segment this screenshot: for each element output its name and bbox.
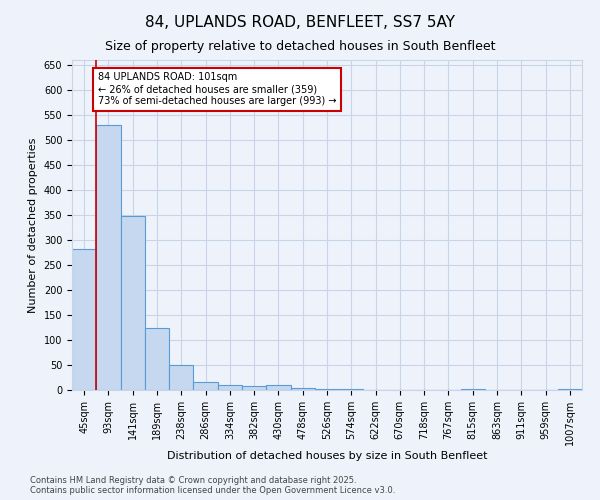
Bar [218, 385, 242, 390]
Bar [461, 389, 485, 390]
Text: Size of property relative to detached houses in South Benfleet: Size of property relative to detached ho… [105, 40, 495, 53]
Bar [290, 388, 315, 390]
Bar [242, 386, 266, 390]
Text: 84 UPLANDS ROAD: 101sqm
← 26% of detached houses are smaller (359)
73% of semi-d: 84 UPLANDS ROAD: 101sqm ← 26% of detache… [97, 72, 336, 106]
Bar [145, 328, 169, 390]
Bar [169, 365, 193, 390]
Bar [339, 389, 364, 390]
Bar [266, 385, 290, 390]
X-axis label: Distribution of detached houses by size in South Benfleet: Distribution of detached houses by size … [167, 450, 487, 460]
Bar [96, 125, 121, 390]
Bar [72, 248, 96, 390]
Bar [558, 388, 582, 390]
Bar [315, 389, 339, 390]
Bar [121, 216, 145, 390]
Y-axis label: Number of detached properties: Number of detached properties [28, 138, 38, 312]
Bar [193, 382, 218, 390]
Text: 84, UPLANDS ROAD, BENFLEET, SS7 5AY: 84, UPLANDS ROAD, BENFLEET, SS7 5AY [145, 15, 455, 30]
Text: Contains HM Land Registry data © Crown copyright and database right 2025.
Contai: Contains HM Land Registry data © Crown c… [30, 476, 395, 495]
